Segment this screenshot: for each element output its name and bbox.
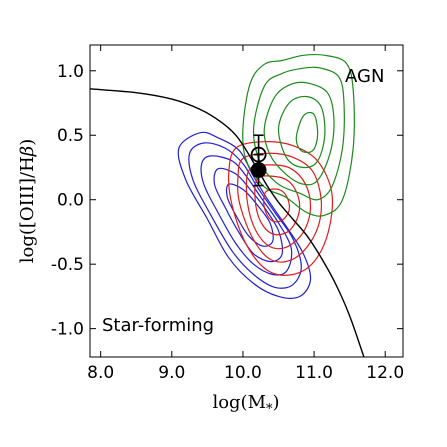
star-forming-contour-4 — [213, 167, 284, 263]
y-axis-label-greek: β — [17, 146, 38, 157]
plot-frame — [89, 44, 404, 358]
agn-contour-4 — [277, 95, 326, 169]
agn-contour-1 — [242, 53, 355, 217]
annotation-star-forming: Star-forming — [102, 315, 214, 336]
y-axis-label: log([OIII]/Hβ) — [17, 139, 38, 263]
star-forming-contour-5 — [225, 183, 274, 247]
x-tick-label: 10.0 — [224, 363, 262, 383]
x-tick-label: 9.0 — [158, 363, 185, 383]
x-tick-label: 12.0 — [366, 363, 404, 383]
agn-contour-5 — [295, 111, 319, 154]
agn-contour-3 — [263, 81, 335, 186]
y-tick-label: -1.0 — [51, 320, 84, 340]
dividing-line-layer — [90, 88, 365, 357]
points-layer — [250, 134, 267, 187]
y-tick-label: 0.0 — [57, 191, 84, 211]
mid-contour-1 — [227, 141, 334, 276]
y-tick-label: -0.5 — [51, 255, 84, 275]
dividing-line — [90, 88, 365, 357]
x-axis-label: log(M*) — [212, 392, 279, 417]
ticks-layer: 8.0 9.0 10.0 11.0 12.0 1.0 0.5 0.0 -0.5 -1.0 — [51, 45, 404, 383]
agn-contour-2 — [252, 66, 345, 201]
star-forming-contour-2 — [188, 142, 302, 289]
filled-data-point — [250, 162, 267, 178]
y-tick-label: 0.5 — [57, 126, 84, 146]
mid-contour-3 — [245, 164, 312, 250]
mid-contour-2 — [236, 152, 322, 263]
x-axis-label-subscript: * — [266, 402, 273, 417]
x-tick-label: 11.0 — [295, 363, 333, 383]
x-tick-label: 8.0 — [87, 363, 114, 383]
mid-contour-4 — [254, 175, 301, 236]
mid-contour-5 — [263, 188, 291, 223]
annotation-agn: AGN — [345, 66, 384, 87]
y-tick-label: 1.0 — [57, 62, 84, 82]
contours-layer — [177, 53, 355, 299]
